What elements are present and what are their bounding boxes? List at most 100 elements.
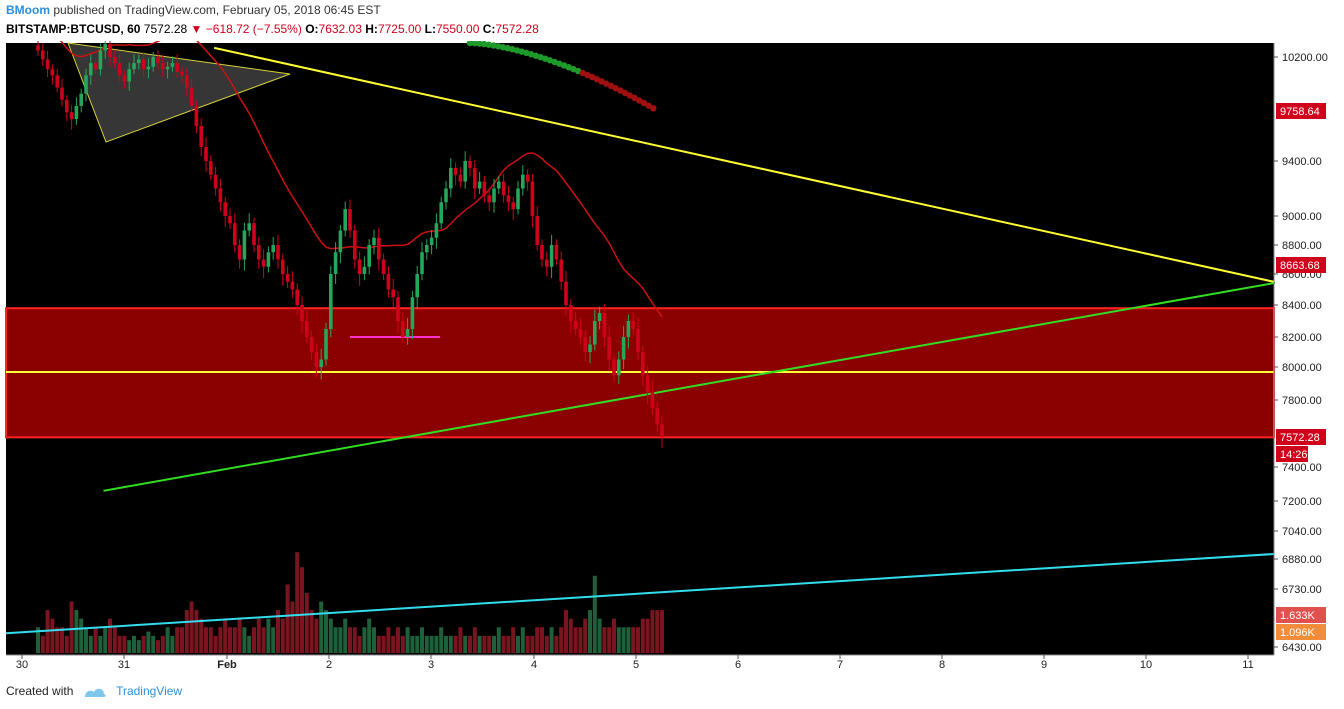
candle[interactable]: [161, 63, 165, 70]
candle[interactable]: [50, 69, 55, 76]
candle[interactable]: [252, 223, 256, 245]
candle[interactable]: [597, 313, 602, 321]
candle[interactable]: [540, 245, 544, 260]
candle[interactable]: [261, 259, 266, 267]
tradingview-link[interactable]: TradingView: [116, 684, 183, 698]
candle[interactable]: [98, 50, 103, 70]
candle[interactable]: [122, 75, 127, 82]
candle[interactable]: [314, 352, 319, 367]
candle[interactable]: [309, 337, 314, 352]
candle[interactable]: [660, 424, 664, 437]
candle[interactable]: [333, 252, 338, 274]
candle[interactable]: [84, 75, 88, 94]
candle[interactable]: [89, 63, 93, 76]
candle[interactable]: [295, 289, 299, 306]
candle[interactable]: [449, 167, 453, 189]
candle[interactable]: [554, 245, 559, 260]
candle[interactable]: [511, 202, 515, 210]
candle[interactable]: [338, 230, 343, 253]
candle[interactable]: [319, 359, 323, 368]
candle[interactable]: [223, 202, 227, 216]
candle[interactable]: [607, 337, 611, 360]
candle[interactable]: [468, 161, 472, 168]
candle[interactable]: [439, 202, 443, 224]
candle[interactable]: [559, 259, 563, 282]
candle[interactable]: [127, 69, 131, 82]
candle[interactable]: [285, 274, 290, 282]
candle[interactable]: [516, 188, 520, 210]
candle[interactable]: [41, 50, 45, 60]
candle[interactable]: [569, 305, 573, 321]
candle[interactable]: [69, 112, 74, 120]
price-tag[interactable]: [1276, 103, 1326, 119]
candle[interactable]: [55, 75, 59, 88]
candle[interactable]: [74, 105, 79, 120]
candle[interactable]: [545, 259, 549, 267]
cyan-volume-trendline[interactable]: [5, 553, 1275, 635]
candle[interactable]: [117, 63, 122, 76]
candle[interactable]: [175, 63, 179, 72]
candle[interactable]: [506, 195, 511, 203]
candle[interactable]: [170, 63, 175, 67]
price-chart[interactable]: 10200.009400.009000.008800.008600.008400…: [0, 41, 1344, 673]
candle[interactable]: [266, 252, 271, 267]
candle[interactable]: [213, 174, 218, 189]
candle[interactable]: [367, 245, 371, 267]
candle[interactable]: [343, 209, 347, 231]
candle[interactable]: [492, 188, 496, 203]
candle[interactable]: [650, 391, 655, 409]
price-tag[interactable]: [1276, 446, 1308, 462]
price-tag[interactable]: [1276, 257, 1326, 273]
candle[interactable]: [444, 188, 448, 203]
candle[interactable]: [113, 57, 117, 64]
candle[interactable]: [386, 274, 391, 290]
candle[interactable]: [463, 161, 467, 182]
candle[interactable]: [257, 245, 261, 260]
candle[interactable]: [137, 59, 141, 64]
candle[interactable]: [146, 66, 151, 70]
candle[interactable]: [36, 45, 40, 51]
candle[interactable]: [209, 161, 213, 175]
candle[interactable]: [329, 274, 333, 329]
candle[interactable]: [612, 359, 616, 376]
candle[interactable]: [60, 87, 64, 100]
candle[interactable]: [564, 281, 568, 305]
candle[interactable]: [501, 181, 506, 196]
candle[interactable]: [645, 375, 650, 392]
price-tag[interactable]: [1276, 624, 1326, 640]
candle[interactable]: [165, 66, 170, 70]
candle[interactable]: [377, 237, 381, 260]
candle[interactable]: [626, 321, 631, 337]
candle[interactable]: [453, 167, 458, 175]
yellow-resistance-trendline[interactable]: [213, 46, 1278, 284]
candle[interactable]: [497, 181, 501, 189]
candle[interactable]: [415, 274, 419, 298]
candle[interactable]: [290, 281, 295, 290]
candle[interactable]: [396, 297, 400, 321]
candle[interactable]: [573, 321, 578, 329]
candle[interactable]: [156, 57, 160, 64]
price-tag[interactable]: [1276, 607, 1326, 623]
candle[interactable]: [362, 266, 367, 274]
candle[interactable]: [391, 289, 395, 298]
candle[interactable]: [79, 93, 83, 106]
candle[interactable]: [141, 59, 146, 70]
candle[interactable]: [199, 126, 203, 148]
candle[interactable]: [353, 230, 357, 260]
candle[interactable]: [621, 337, 626, 360]
candle[interactable]: [401, 321, 405, 337]
candle[interactable]: [233, 223, 237, 245]
candle[interactable]: [405, 329, 410, 337]
candle[interactable]: [204, 147, 208, 161]
candle[interactable]: [631, 321, 635, 329]
candle[interactable]: [180, 71, 184, 76]
candle[interactable]: [281, 259, 285, 275]
candle[interactable]: [588, 344, 592, 353]
candle[interactable]: [521, 174, 525, 189]
candle[interactable]: [410, 297, 415, 329]
candle[interactable]: [151, 57, 155, 67]
candle[interactable]: [549, 245, 554, 267]
candle[interactable]: [45, 59, 50, 70]
candle[interactable]: [218, 188, 223, 203]
candle[interactable]: [324, 329, 328, 360]
